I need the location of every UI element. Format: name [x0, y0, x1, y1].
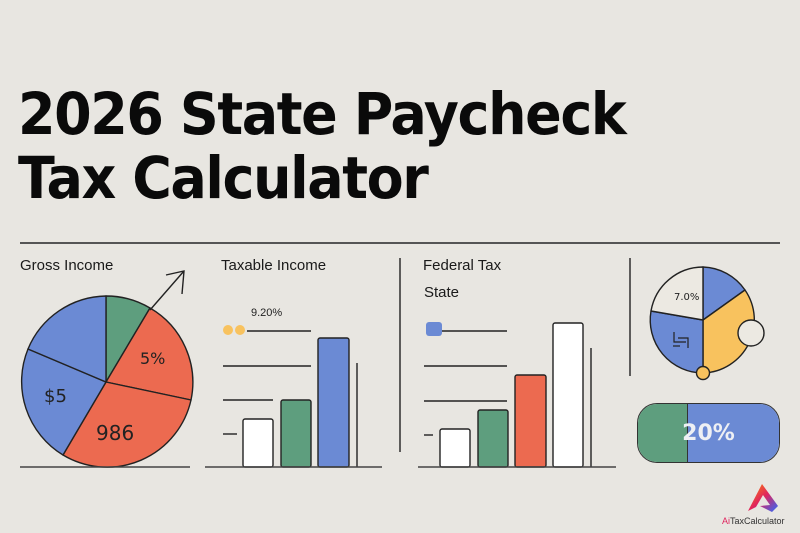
brand-suffix: TaxCalculator	[730, 516, 785, 526]
page-title: 2026 State Paycheck Tax Calculator	[18, 80, 627, 212]
brand-name: AiTaxCalculator	[722, 516, 785, 526]
title-line-1: 2026 State Paycheck	[18, 80, 627, 148]
taxable-income-label: Taxable Income	[221, 257, 327, 274]
state-label: State	[424, 284, 460, 301]
pill-blue-segment	[688, 404, 779, 462]
state-pie-label: 7.0%	[674, 292, 699, 303]
taxable-annotation: 9.20%	[251, 307, 283, 319]
taxable-income-bars	[205, 325, 382, 468]
state-pie	[649, 266, 765, 381]
brand-prefix: Ai	[722, 516, 731, 526]
pie-label-dollar: $5	[44, 386, 67, 407]
rate-pill: 20%	[637, 403, 780, 463]
trend-arrow-icon	[149, 270, 185, 311]
gross-income-label: Gross Income	[20, 257, 114, 274]
pie-label-5pct: 5%	[140, 349, 165, 368]
header-divider	[20, 242, 780, 244]
title-line-2: Tax Calculator	[18, 144, 429, 212]
pill-green-segment	[638, 404, 688, 462]
pill-value: 20%	[682, 420, 735, 446]
federal-tax-bars	[399, 258, 616, 468]
pie-label-986: 986	[96, 421, 134, 445]
crop-icon	[673, 332, 689, 348]
federal-tax-label: Federal Tax	[423, 257, 502, 274]
gross-income-pie	[20, 295, 194, 468]
